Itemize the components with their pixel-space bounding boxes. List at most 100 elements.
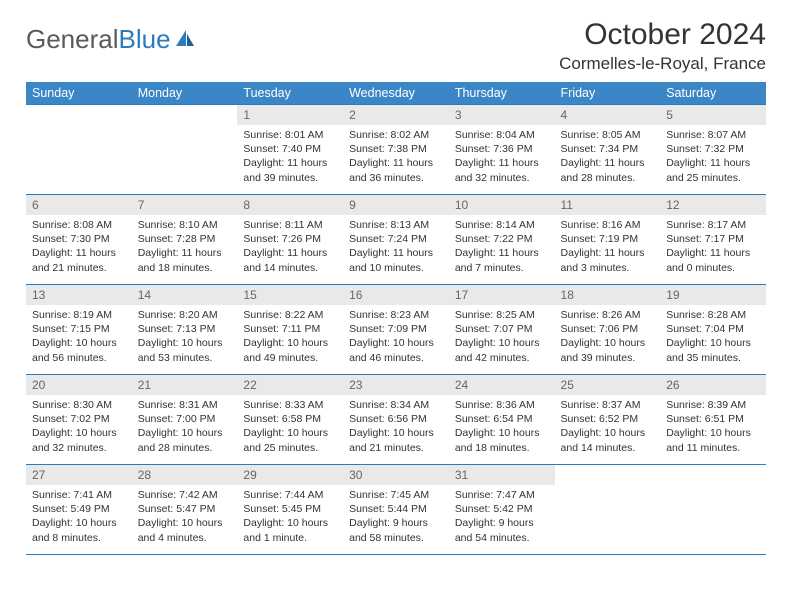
day-details: Sunrise: 8:14 AMSunset: 7:22 PMDaylight:… bbox=[449, 215, 555, 279]
day-number: 20 bbox=[26, 375, 132, 395]
calendar-day: 31Sunrise: 7:47 AMSunset: 5:42 PMDayligh… bbox=[449, 465, 555, 555]
calendar-day: 25Sunrise: 8:37 AMSunset: 6:52 PMDayligh… bbox=[555, 375, 661, 465]
day-details: Sunrise: 8:30 AMSunset: 7:02 PMDaylight:… bbox=[26, 395, 132, 459]
daylight-text: Daylight: 10 hours and 28 minutes. bbox=[138, 426, 232, 454]
sunset-text: Sunset: 7:36 PM bbox=[455, 142, 549, 156]
calendar-day: 11Sunrise: 8:16 AMSunset: 7:19 PMDayligh… bbox=[555, 195, 661, 285]
sunset-text: Sunset: 5:47 PM bbox=[138, 502, 232, 516]
sail-icon bbox=[174, 24, 196, 55]
day-details: Sunrise: 8:34 AMSunset: 6:56 PMDaylight:… bbox=[343, 395, 449, 459]
sunset-text: Sunset: 7:40 PM bbox=[243, 142, 337, 156]
sunset-text: Sunset: 7:09 PM bbox=[349, 322, 443, 336]
day-details: Sunrise: 7:47 AMSunset: 5:42 PMDaylight:… bbox=[449, 485, 555, 549]
calendar-day bbox=[555, 465, 661, 555]
daylight-text: Daylight: 9 hours and 54 minutes. bbox=[455, 516, 549, 544]
calendar-day: 23Sunrise: 8:34 AMSunset: 6:56 PMDayligh… bbox=[343, 375, 449, 465]
sunset-text: Sunset: 6:52 PM bbox=[561, 412, 655, 426]
daylight-text: Daylight: 10 hours and 35 minutes. bbox=[666, 336, 760, 364]
day-number: 18 bbox=[555, 285, 661, 305]
daylight-text: Daylight: 10 hours and 56 minutes. bbox=[32, 336, 126, 364]
sunset-text: Sunset: 7:13 PM bbox=[138, 322, 232, 336]
brand-part1: General bbox=[26, 24, 119, 55]
sunset-text: Sunset: 6:51 PM bbox=[666, 412, 760, 426]
day-number: 9 bbox=[343, 195, 449, 215]
day-number: 28 bbox=[132, 465, 238, 485]
weekday-header: Sunday bbox=[26, 82, 132, 105]
day-details: Sunrise: 8:08 AMSunset: 7:30 PMDaylight:… bbox=[26, 215, 132, 279]
daylight-text: Daylight: 11 hours and 28 minutes. bbox=[561, 156, 655, 184]
weekday-header: Thursday bbox=[449, 82, 555, 105]
sunrise-text: Sunrise: 8:34 AM bbox=[349, 398, 443, 412]
sunset-text: Sunset: 7:11 PM bbox=[243, 322, 337, 336]
day-number: 25 bbox=[555, 375, 661, 395]
sunrise-text: Sunrise: 8:20 AM bbox=[138, 308, 232, 322]
sunrise-text: Sunrise: 8:01 AM bbox=[243, 128, 337, 142]
day-details: Sunrise: 8:39 AMSunset: 6:51 PMDaylight:… bbox=[660, 395, 766, 459]
day-details: Sunrise: 8:31 AMSunset: 7:00 PMDaylight:… bbox=[132, 395, 238, 459]
sunrise-text: Sunrise: 8:36 AM bbox=[455, 398, 549, 412]
sunrise-text: Sunrise: 8:26 AM bbox=[561, 308, 655, 322]
day-details: Sunrise: 7:44 AMSunset: 5:45 PMDaylight:… bbox=[237, 485, 343, 549]
calendar-day: 1Sunrise: 8:01 AMSunset: 7:40 PMDaylight… bbox=[237, 105, 343, 195]
day-details: Sunrise: 8:11 AMSunset: 7:26 PMDaylight:… bbox=[237, 215, 343, 279]
day-number: 19 bbox=[660, 285, 766, 305]
sunset-text: Sunset: 7:19 PM bbox=[561, 232, 655, 246]
sunset-text: Sunset: 7:38 PM bbox=[349, 142, 443, 156]
day-number: 27 bbox=[26, 465, 132, 485]
sunrise-text: Sunrise: 7:42 AM bbox=[138, 488, 232, 502]
day-details: Sunrise: 8:33 AMSunset: 6:58 PMDaylight:… bbox=[237, 395, 343, 459]
brand-part2: Blue bbox=[119, 24, 171, 55]
calendar-day: 6Sunrise: 8:08 AMSunset: 7:30 PMDaylight… bbox=[26, 195, 132, 285]
sunset-text: Sunset: 7:30 PM bbox=[32, 232, 126, 246]
calendar-day: 18Sunrise: 8:26 AMSunset: 7:06 PMDayligh… bbox=[555, 285, 661, 375]
sunset-text: Sunset: 5:42 PM bbox=[455, 502, 549, 516]
sunrise-text: Sunrise: 8:19 AM bbox=[32, 308, 126, 322]
daylight-text: Daylight: 10 hours and 1 minute. bbox=[243, 516, 337, 544]
calendar-day: 21Sunrise: 8:31 AMSunset: 7:00 PMDayligh… bbox=[132, 375, 238, 465]
day-details: Sunrise: 8:05 AMSunset: 7:34 PMDaylight:… bbox=[555, 125, 661, 189]
calendar-day: 13Sunrise: 8:19 AMSunset: 7:15 PMDayligh… bbox=[26, 285, 132, 375]
sunset-text: Sunset: 5:45 PM bbox=[243, 502, 337, 516]
daylight-text: Daylight: 10 hours and 53 minutes. bbox=[138, 336, 232, 364]
sunset-text: Sunset: 7:28 PM bbox=[138, 232, 232, 246]
sunset-text: Sunset: 7:34 PM bbox=[561, 142, 655, 156]
sunset-text: Sunset: 6:54 PM bbox=[455, 412, 549, 426]
daylight-text: Daylight: 11 hours and 36 minutes. bbox=[349, 156, 443, 184]
day-details: Sunrise: 8:22 AMSunset: 7:11 PMDaylight:… bbox=[237, 305, 343, 369]
sunrise-text: Sunrise: 7:41 AM bbox=[32, 488, 126, 502]
sunrise-text: Sunrise: 8:22 AM bbox=[243, 308, 337, 322]
sunrise-text: Sunrise: 8:16 AM bbox=[561, 218, 655, 232]
calendar-day: 10Sunrise: 8:14 AMSunset: 7:22 PMDayligh… bbox=[449, 195, 555, 285]
calendar-day bbox=[26, 105, 132, 195]
day-number: 13 bbox=[26, 285, 132, 305]
day-details: Sunrise: 8:28 AMSunset: 7:04 PMDaylight:… bbox=[660, 305, 766, 369]
day-details: Sunrise: 8:10 AMSunset: 7:28 PMDaylight:… bbox=[132, 215, 238, 279]
sunrise-text: Sunrise: 8:39 AM bbox=[666, 398, 760, 412]
sunset-text: Sunset: 7:04 PM bbox=[666, 322, 760, 336]
sunset-text: Sunset: 7:24 PM bbox=[349, 232, 443, 246]
day-number: 6 bbox=[26, 195, 132, 215]
sunrise-text: Sunrise: 8:07 AM bbox=[666, 128, 760, 142]
day-number: 30 bbox=[343, 465, 449, 485]
sunrise-text: Sunrise: 8:31 AM bbox=[138, 398, 232, 412]
day-number: 15 bbox=[237, 285, 343, 305]
weekday-header: Tuesday bbox=[237, 82, 343, 105]
calendar-header-row: SundayMondayTuesdayWednesdayThursdayFrid… bbox=[26, 82, 766, 105]
day-details: Sunrise: 7:45 AMSunset: 5:44 PMDaylight:… bbox=[343, 485, 449, 549]
calendar-day: 7Sunrise: 8:10 AMSunset: 7:28 PMDaylight… bbox=[132, 195, 238, 285]
day-number: 8 bbox=[237, 195, 343, 215]
day-details: Sunrise: 7:41 AMSunset: 5:49 PMDaylight:… bbox=[26, 485, 132, 549]
daylight-text: Daylight: 10 hours and 14 minutes. bbox=[561, 426, 655, 454]
daylight-text: Daylight: 11 hours and 0 minutes. bbox=[666, 246, 760, 274]
day-details: Sunrise: 8:04 AMSunset: 7:36 PMDaylight:… bbox=[449, 125, 555, 189]
calendar-day: 29Sunrise: 7:44 AMSunset: 5:45 PMDayligh… bbox=[237, 465, 343, 555]
sunset-text: Sunset: 6:56 PM bbox=[349, 412, 443, 426]
weekday-header: Saturday bbox=[660, 82, 766, 105]
calendar-week: 1Sunrise: 8:01 AMSunset: 7:40 PMDaylight… bbox=[26, 105, 766, 195]
sunrise-text: Sunrise: 8:25 AM bbox=[455, 308, 549, 322]
day-details: Sunrise: 8:25 AMSunset: 7:07 PMDaylight:… bbox=[449, 305, 555, 369]
sunrise-text: Sunrise: 8:11 AM bbox=[243, 218, 337, 232]
sunrise-text: Sunrise: 8:10 AM bbox=[138, 218, 232, 232]
day-details: Sunrise: 8:01 AMSunset: 7:40 PMDaylight:… bbox=[237, 125, 343, 189]
day-number: 11 bbox=[555, 195, 661, 215]
